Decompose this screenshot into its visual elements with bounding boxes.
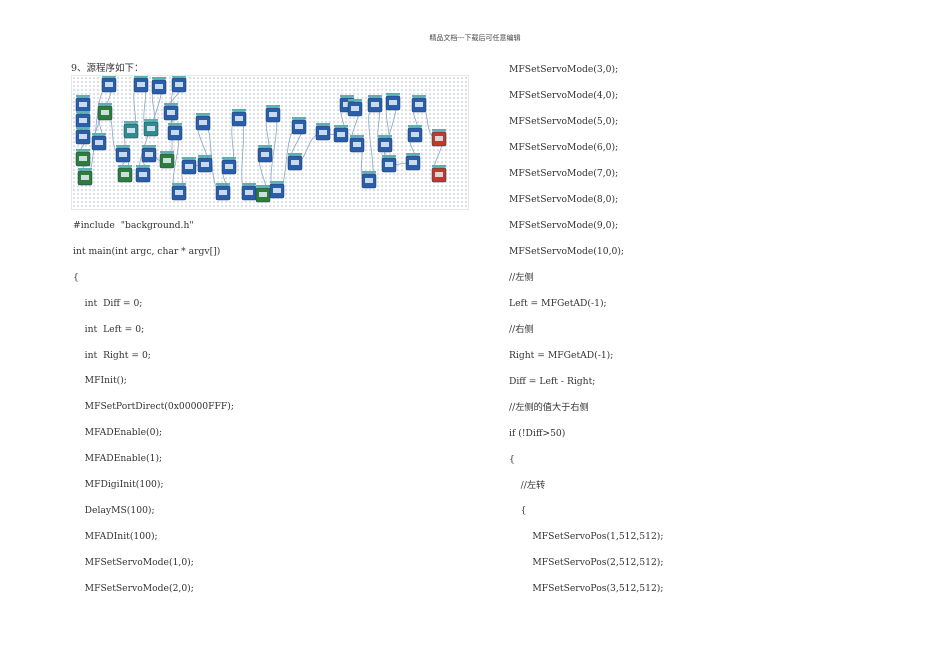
flow-block-icon [269, 181, 285, 199]
flow-block-icon [255, 185, 271, 203]
flow-graph [75, 76, 447, 203]
code-line: MFADEnable(0); [73, 427, 163, 439]
flow-block-icon [231, 109, 247, 127]
flow-block-icon [333, 125, 349, 143]
flow-block-icon [141, 145, 157, 163]
flow-block-icon [241, 183, 257, 201]
section-heading: 9、源程序如下： [71, 63, 144, 74]
flow-block-icon [117, 165, 133, 183]
code-line: MFSetServoPos(3,512,512); [509, 583, 664, 595]
code-line: MFSetServoMode(5,0); [509, 115, 619, 127]
flow-block-icon [135, 165, 151, 183]
flow-block-icon [431, 129, 447, 147]
flow-block-icon [347, 99, 363, 117]
flow-block-icon [257, 145, 273, 163]
code-line: int Left = 0; [73, 323, 145, 335]
flow-block-icon [171, 183, 187, 201]
code-line: //左侧的值大于右侧 [509, 401, 589, 413]
code-line: DelayMS(100); [73, 504, 155, 516]
flow-block-icon [133, 76, 149, 93]
flow-block-icon [123, 121, 139, 139]
flow-block-icon [361, 171, 377, 189]
code-line: MFSetServoMode(4,0); [509, 89, 619, 101]
flow-block-icon [195, 113, 211, 131]
flow-block-icon [381, 155, 397, 173]
flow-block-icon [291, 117, 307, 135]
code-line: MFInit(); [73, 375, 127, 387]
flow-block-icon [77, 168, 93, 186]
flow-block-icon [265, 105, 281, 123]
code-line: //右侧 [509, 323, 534, 335]
code-line: int Diff = 0; [73, 297, 143, 309]
flow-block-icon [215, 183, 231, 201]
flow-block-icon [75, 95, 91, 113]
code-line: { [73, 271, 79, 283]
code-line: MFADInit(100); [73, 530, 158, 542]
flow-block-icon [75, 127, 91, 145]
flow-block-icon [115, 145, 131, 163]
flow-block-icon [431, 165, 447, 183]
code-line: MFSetServoMode(3,0); [509, 64, 619, 75]
code-line: int Right = 0; [73, 349, 151, 361]
code-line: MFSetServoMode(10,0); [509, 245, 625, 257]
flow-block-icon [167, 123, 183, 141]
flow-wire [368, 104, 376, 182]
code-line: MFSetServoPos(1,512,512); [509, 531, 664, 543]
code-line: MFSetServoMode(9,0); [509, 219, 619, 231]
code-line: Right = MFGetAD(-1); [509, 349, 614, 361]
code-line: MFSetServoMode(7,0); [509, 167, 619, 179]
flow-block-icon [411, 95, 427, 113]
flow-block-icon [163, 103, 179, 121]
code-line: { [509, 453, 515, 465]
program-flow-diagram [71, 75, 469, 210]
code-line: //左侧 [509, 271, 534, 283]
code-line: MFADEnable(1); [73, 453, 163, 465]
code-line: Diff = Left - Right; [509, 375, 596, 387]
code-line: { [509, 505, 527, 517]
code-line: int main(int argc, char * argv[]) [73, 245, 221, 257]
code-line: Left = MFGetAD(-1); [509, 297, 607, 309]
flow-block-icon [377, 135, 393, 153]
flow-block-icon [287, 153, 303, 171]
flow-block-icon [97, 103, 113, 121]
code-line: MFSetServoMode(1,0); [73, 556, 194, 568]
flow-block-icon [171, 76, 187, 93]
flow-wire [238, 118, 250, 194]
code-line: MFSetServoMode(8,0); [509, 193, 619, 205]
flow-block-icon [151, 77, 167, 95]
code-line: MFSetServoMode(6,0); [509, 141, 619, 153]
flow-block-icon [385, 93, 401, 111]
flow-block-icon [405, 153, 421, 171]
flow-block-icon [367, 95, 383, 113]
code-line: MFSetPortDirect(0x00000FFF); [73, 401, 234, 413]
flow-block-icon [181, 157, 197, 175]
flow-block-icon [315, 123, 331, 141]
flow-block-icon [75, 149, 91, 167]
flow-block-icon [75, 111, 91, 129]
flow-block-icon [221, 157, 237, 175]
flow-block-icon [197, 155, 213, 173]
page-header: 精品文档---下载后可任意编辑 [429, 34, 521, 42]
code-line: MFDigiInit(100); [73, 479, 164, 490]
flow-block-icon [101, 76, 117, 93]
code-line: MFSetServoMode(2,0); [73, 582, 194, 594]
flow-block-icon [159, 151, 175, 169]
flow-block-icon [349, 135, 365, 153]
flow-block-icon [407, 125, 423, 143]
code-line: //左转 [509, 479, 546, 491]
flow-block-icon [91, 133, 107, 151]
flow-block-icon [143, 119, 159, 137]
code-line: MFSetServoPos(2,512,512); [509, 557, 664, 569]
code-line: if (!Diff>50) [509, 427, 566, 439]
code-line: #include "background.h" [73, 220, 194, 231]
